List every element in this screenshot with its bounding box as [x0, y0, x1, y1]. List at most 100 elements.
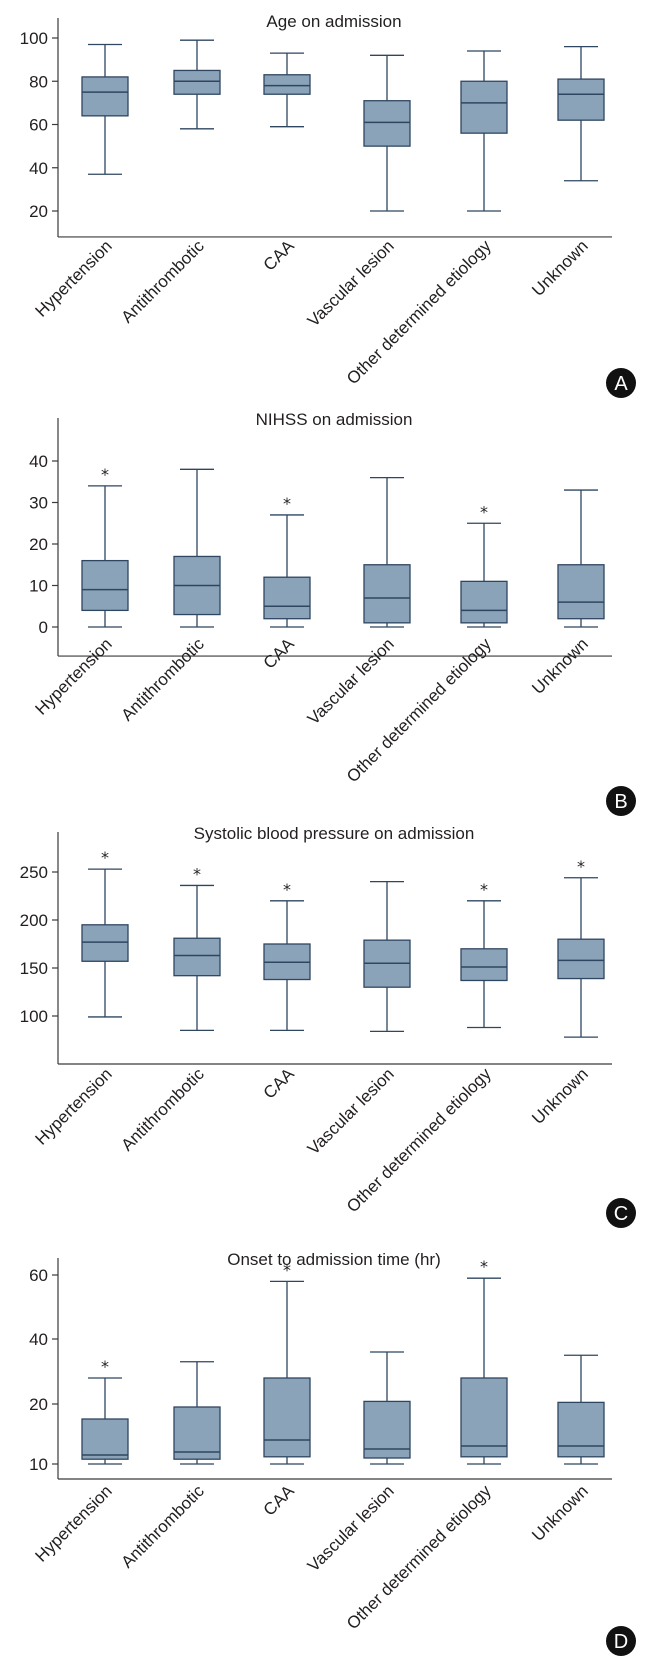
panel-badge-letter: A: [614, 373, 628, 395]
panel-c: 100 150 200 250 Systolic blood pressure on a…: [20, 824, 636, 1228]
x-category-label: Antithrombotic: [118, 1064, 209, 1155]
chart-title: NIHSS on admission: [256, 410, 413, 429]
chart-title: Onset to admission time (hr): [227, 1250, 441, 1269]
box-caa: *: [263, 880, 311, 1032]
x-category-label: Antithrombotic: [118, 236, 209, 327]
iqr-box: [363, 100, 411, 147]
x-category-label: Vascular lesion: [304, 1481, 398, 1575]
y-tick-label: 30: [29, 494, 48, 513]
panel-badge: A: [606, 368, 636, 398]
x-category-label: Hypertension: [32, 1481, 116, 1565]
panel-badge-circle: [606, 1626, 636, 1656]
y-tick-label: 60: [29, 116, 48, 135]
panel-badge-letter: D: [614, 1631, 628, 1653]
x-category-label: CAA: [260, 634, 299, 673]
x-category-label: Unknown: [528, 236, 592, 300]
y-tick-label: 0: [39, 618, 48, 637]
iqr-box: [263, 74, 311, 95]
panel-badge-circle: [606, 786, 636, 816]
iqr-box: [173, 69, 221, 95]
box-unknown: [557, 1354, 605, 1465]
outlier-marker: *: [577, 857, 585, 876]
iqr-box: [557, 1401, 605, 1458]
outlier-marker: *: [101, 848, 109, 867]
iqr-box: [557, 564, 605, 620]
outlier-marker: *: [101, 465, 109, 484]
iqr-box: [460, 580, 508, 624]
outlier-marker: *: [101, 1357, 109, 1376]
box-hypertension: *: [81, 1357, 129, 1465]
outlier-marker: *: [480, 502, 488, 521]
panel-badge: C: [606, 1198, 636, 1228]
x-category-label: CAA: [260, 236, 299, 275]
x-category-label: CAA: [260, 1481, 299, 1520]
iqr-box: [81, 559, 129, 612]
box-vascular-lesion: [363, 54, 411, 212]
outlier-marker: *: [283, 1260, 291, 1279]
box-antithrombotic: *: [173, 864, 221, 1032]
iqr-box: [460, 80, 508, 134]
panel-badge-circle: [606, 1198, 636, 1228]
y-tick-label: 20: [29, 202, 48, 221]
y-tick-label: 250: [20, 863, 48, 882]
outlier-marker: *: [283, 494, 291, 513]
box-caa: *: [263, 1260, 311, 1465]
box-unknown: [557, 46, 605, 182]
x-category-label: Hypertension: [32, 1064, 116, 1148]
panel-badge-letter: C: [614, 1203, 628, 1225]
iqr-box: [81, 76, 129, 117]
y-tick-label: 10: [29, 577, 48, 596]
iqr-box: [363, 564, 411, 624]
iqr-box: [81, 924, 129, 962]
y-tick-label: 60: [29, 1266, 48, 1285]
y-tick-label: 20: [29, 535, 48, 554]
box-vascular-lesion: [363, 1351, 411, 1465]
x-category-label: Vascular lesion: [304, 1064, 398, 1158]
iqr-box: [263, 1377, 311, 1458]
panel-b: 0 10 20 30 40 NIHSS on admission * Hypertension…: [29, 410, 636, 816]
outlier-marker: *: [480, 1257, 488, 1276]
x-category-label: Hypertension: [32, 236, 116, 320]
box-other-determined-etiology: *: [460, 502, 508, 628]
box-vascular-lesion: [363, 476, 411, 628]
y-tick-label: 40: [29, 452, 48, 471]
x-category-label: Vascular lesion: [304, 236, 398, 330]
iqr-box: [460, 948, 508, 982]
x-category-label: Unknown: [528, 1481, 592, 1545]
chart-title: Systolic blood pressure on admission: [194, 824, 475, 843]
panel-badge-letter: B: [614, 791, 627, 813]
box-hypertension: [81, 43, 129, 175]
box-other-determined-etiology: [460, 50, 508, 212]
x-category-label: Antithrombotic: [118, 1481, 209, 1572]
y-tick-label: 20: [29, 1395, 48, 1414]
chart-title: Age on admission: [266, 12, 401, 31]
box-hypertension: *: [81, 465, 129, 628]
iqr-box: [81, 1418, 129, 1460]
x-category-label: Vascular lesion: [304, 634, 398, 728]
box-vascular-lesion: [363, 880, 411, 1033]
panel-badge: B: [606, 786, 636, 816]
panel-badge: D: [606, 1626, 636, 1656]
x-category-label: Unknown: [528, 634, 592, 698]
box-antithrombotic: [173, 1361, 221, 1465]
iqr-box: [263, 576, 311, 620]
box-antithrombotic: [173, 468, 221, 628]
box-caa: [263, 52, 311, 128]
y-tick-label: 40: [29, 1330, 48, 1349]
box-other-determined-etiology: *: [460, 1257, 508, 1465]
outlier-marker: *: [480, 880, 488, 899]
panel-badge-circle: [606, 368, 636, 398]
x-category-label: Hypertension: [32, 634, 116, 718]
box-antithrombotic: [173, 39, 221, 130]
box-other-determined-etiology: *: [460, 880, 508, 1029]
x-category-label: Antithrombotic: [118, 634, 209, 725]
iqr-box: [173, 937, 221, 977]
y-tick-label: 100: [20, 29, 48, 48]
x-category-label: CAA: [260, 1064, 299, 1103]
y-tick-label: 80: [29, 72, 48, 91]
iqr-box: [557, 938, 605, 980]
